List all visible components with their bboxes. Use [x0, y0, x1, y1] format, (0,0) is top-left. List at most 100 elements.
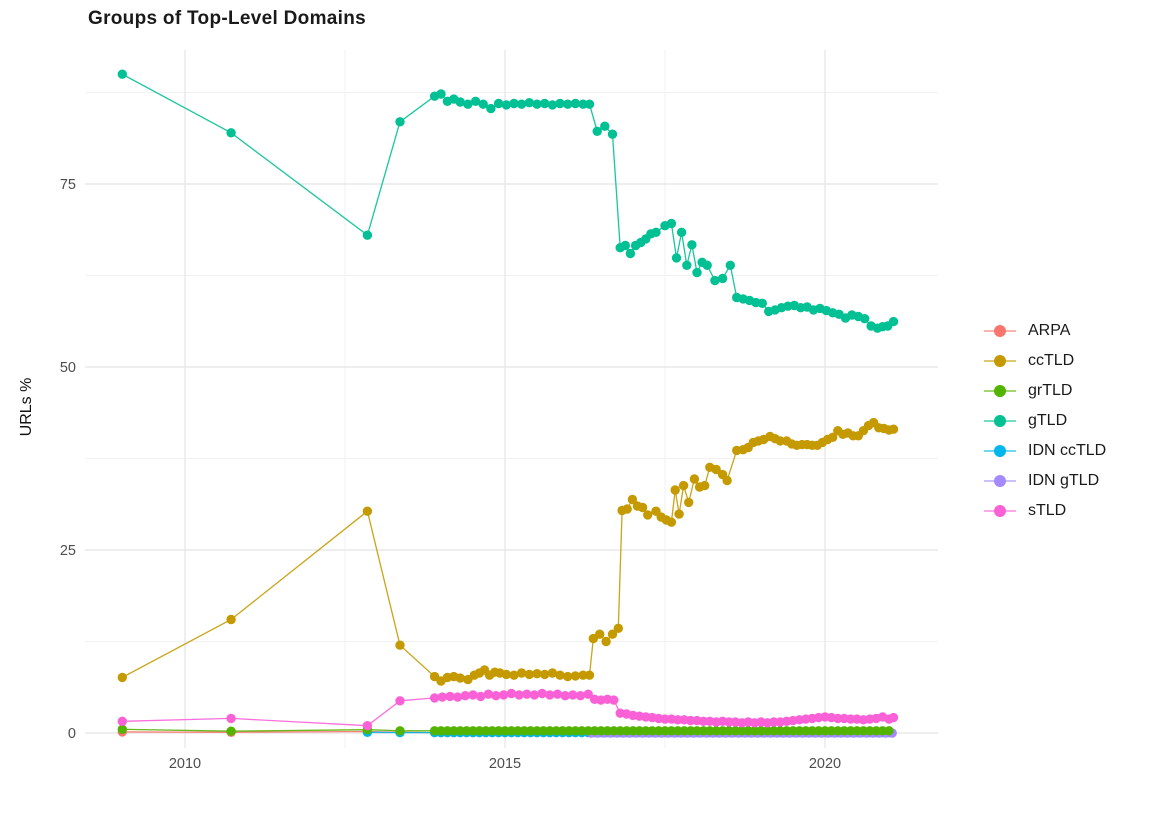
data-point-cctld [532, 669, 542, 679]
data-point-gtld [600, 121, 610, 131]
legend-item-stld: sTLD [984, 500, 1106, 521]
data-point-gtld [607, 129, 618, 139]
data-point-gtld [563, 99, 573, 109]
legend-item-grtld: grTLD [984, 380, 1106, 401]
data-point-stld [575, 691, 586, 701]
data-point-stld [522, 689, 532, 699]
legend-key-dot [994, 324, 1006, 337]
data-point-gtld [651, 227, 661, 237]
data-point-cctld [666, 517, 677, 527]
legend-label: ARPA [1028, 321, 1071, 339]
data-point-cctld [613, 623, 623, 633]
y-tick-label: 75 [60, 177, 76, 193]
data-point-stld [499, 690, 509, 700]
data-point-cctld [601, 636, 611, 647]
data-point-gtld [455, 97, 465, 107]
data-point-stld [583, 689, 593, 699]
data-point-cctld [524, 669, 534, 680]
data-point-stld [362, 721, 373, 731]
data-point-grtld [395, 726, 405, 736]
data-point-cctld [888, 424, 899, 434]
data-point-gtld [516, 99, 527, 109]
data-point-stld [552, 689, 563, 699]
data-point-gtld [584, 99, 595, 109]
data-point-cctld [637, 502, 648, 513]
legend-key-icon [984, 382, 1016, 400]
data-point-cctld [362, 506, 373, 516]
data-point-gtld [478, 99, 488, 109]
legend-key-icon [984, 352, 1016, 370]
data-point-stld [491, 691, 501, 701]
series-line-cctld [121, 421, 894, 682]
data-point-gtld [692, 267, 702, 278]
data-point-stld [468, 690, 478, 700]
data-point-cctld [711, 464, 721, 475]
legend-item-gtld: gTLD [984, 410, 1106, 431]
data-point-gtld [436, 89, 446, 99]
data-point-grtld [884, 726, 894, 736]
legend-key-dot [994, 384, 1006, 397]
data-point-gtld [470, 96, 481, 107]
data-point-gtld [676, 227, 687, 237]
data-point-cctld [607, 629, 618, 639]
data-point-cctld [622, 504, 632, 514]
data-point-cctld [689, 474, 700, 484]
legend-item-idn-cctld: IDN ccTLD [984, 440, 1106, 461]
data-point-cctld [563, 671, 573, 682]
legend: ARPA ccTLD grTLD gTLD IDN ccTLD IDN gTLD sTLD [984, 320, 1106, 521]
x-tick-label: 2020 [809, 756, 841, 772]
data-point-cctld [627, 494, 638, 505]
legend-key-icon [984, 442, 1016, 460]
data-point-cctld [684, 497, 694, 508]
data-point-cctld [516, 668, 527, 678]
data-point-stld [437, 692, 447, 702]
data-point-gtld [710, 275, 720, 286]
data-point-gtld [570, 98, 581, 109]
data-point-stld [226, 713, 236, 724]
data-point-gtld [540, 98, 550, 109]
legend-key-icon [984, 502, 1016, 520]
data-point-gtld [671, 253, 682, 263]
data-point-cctld [584, 670, 595, 680]
data-point-stld [117, 716, 128, 726]
data-point-stld [888, 712, 899, 723]
series-line-gtld [121, 73, 894, 329]
data-point-gtld [524, 98, 534, 108]
y-tick-label: 0 [68, 726, 76, 742]
data-point-stld [568, 690, 578, 700]
legend-item-cctld: ccTLD [984, 350, 1106, 371]
data-point-cctld [643, 510, 653, 520]
data-point-cctld [570, 671, 581, 681]
data-point-cctld [455, 673, 465, 683]
data-point-stld [476, 691, 486, 702]
data-point-cctld [501, 669, 511, 680]
data-point-gtld [888, 316, 899, 327]
x-tick-label: 2010 [169, 756, 201, 772]
data-point-stld [545, 690, 555, 700]
data-point-stld [609, 695, 619, 705]
legend-key-dot [994, 354, 1006, 367]
data-point-cctld [509, 670, 519, 680]
data-point-stld [452, 692, 463, 702]
legend-key-icon [984, 472, 1016, 490]
data-point-cctld [547, 668, 558, 678]
data-point-gtld [532, 99, 542, 109]
data-point-grtld [226, 726, 236, 736]
data-point-gtld [486, 103, 496, 114]
data-point-stld [537, 688, 547, 699]
legend-key-dot [994, 414, 1006, 427]
data-point-cctld [674, 509, 684, 519]
data-point-cctld [226, 614, 236, 625]
legend-key-dot [994, 474, 1006, 487]
data-point-gtld [509, 98, 519, 109]
data-point-gtld [117, 69, 128, 79]
data-point-gtld [463, 99, 473, 109]
legend-label: gTLD [1028, 411, 1068, 429]
legend-item-arpa: ARPA [984, 320, 1106, 341]
legend-key-icon [984, 322, 1016, 340]
data-point-gtld [501, 100, 511, 110]
data-point-gtld [226, 128, 236, 138]
data-point-stld [429, 693, 440, 703]
